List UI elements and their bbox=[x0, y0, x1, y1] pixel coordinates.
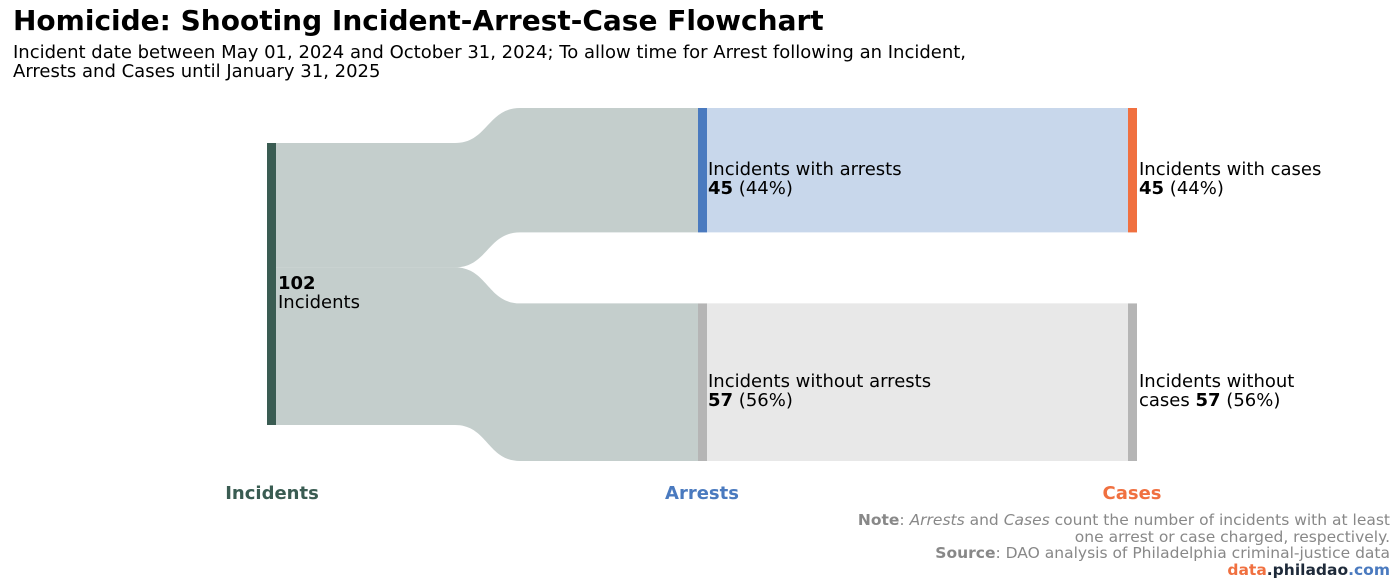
node-name: Incidents without bbox=[1139, 371, 1295, 392]
note-line-1: Note: Arrests and Cases count the number… bbox=[858, 512, 1390, 529]
node-value: 102 bbox=[278, 273, 316, 294]
note-cases: Cases bbox=[1003, 511, 1050, 529]
node-label-with-cases: Incidents with cases 45 (44%) bbox=[1139, 160, 1321, 198]
node-name: Incidents bbox=[278, 292, 360, 313]
node-pct: (56%) bbox=[738, 390, 793, 411]
stage-label-cases: Cases bbox=[1102, 483, 1162, 504]
node-name: Incidents with arrests bbox=[708, 159, 902, 180]
note-sep: : bbox=[899, 511, 910, 529]
brand-part-data: data bbox=[1227, 560, 1267, 579]
node-pct: (44%) bbox=[738, 178, 793, 199]
node-value: 57 bbox=[1195, 390, 1221, 411]
node-value: 45 bbox=[1139, 178, 1165, 199]
node-value: 45 bbox=[708, 178, 734, 199]
brand-part-com: .com bbox=[1348, 560, 1390, 579]
chart-subtitle: Incident date between May 01, 2024 and O… bbox=[13, 42, 967, 82]
node-label-incidents: 102 Incidents bbox=[278, 274, 360, 312]
stage-label-arrests: Arrests bbox=[665, 483, 739, 504]
brand-part-philadao: .philadao bbox=[1266, 560, 1349, 579]
note-and: and bbox=[964, 511, 1004, 529]
source-text: : DAO analysis of Philadelphia criminal-… bbox=[995, 544, 1391, 562]
flow-with_arrests-to-with_cases bbox=[707, 108, 1128, 233]
node-pct: (56%) bbox=[1226, 390, 1281, 411]
flow-without_arrests-to-without_cases bbox=[707, 303, 1128, 461]
node-name: Incidents without arrests bbox=[708, 371, 932, 392]
node-label-without-arrests: Incidents without arrests 57 (56%) bbox=[708, 372, 931, 410]
node-pct: (44%) bbox=[1169, 178, 1224, 199]
flow-incidents-to-with_arrests bbox=[276, 108, 698, 268]
node-bar-with_arrests bbox=[698, 108, 707, 233]
note-label: Note bbox=[857, 511, 900, 529]
node-name-cont: cases bbox=[1139, 390, 1190, 411]
flow-incidents-to-without_arrests bbox=[276, 267, 698, 461]
brand-link[interactable]: data.philadao.com bbox=[858, 560, 1390, 579]
footer-note: Note: Arrests and Cases count the number… bbox=[858, 512, 1390, 578]
source-label: Source bbox=[935, 544, 996, 562]
node-value: 57 bbox=[708, 390, 734, 411]
node-label-with-arrests: Incidents with arrests 45 (44%) bbox=[708, 160, 902, 198]
stage-label-incidents: Incidents bbox=[225, 483, 319, 504]
node-name: Incidents with cases bbox=[1139, 159, 1322, 180]
node-bar-without_arrests bbox=[698, 303, 707, 461]
note-line-2: one arrest or case charged, respectively… bbox=[1074, 527, 1390, 546]
node-bar-incidents bbox=[267, 143, 276, 425]
chart-title: Homicide: Shooting Incident-Arrest-Case … bbox=[13, 4, 824, 37]
note-arrests: Arrests bbox=[909, 511, 965, 529]
note-rest: count the number of incidents with at le… bbox=[1049, 511, 1390, 529]
source-line: Source: DAO analysis of Philadelphia cri… bbox=[858, 545, 1390, 562]
node-label-without-cases: Incidents without cases 57 (56%) bbox=[1139, 372, 1294, 410]
node-bar-without_cases bbox=[1128, 303, 1137, 461]
node-bar-with_cases bbox=[1128, 108, 1137, 233]
